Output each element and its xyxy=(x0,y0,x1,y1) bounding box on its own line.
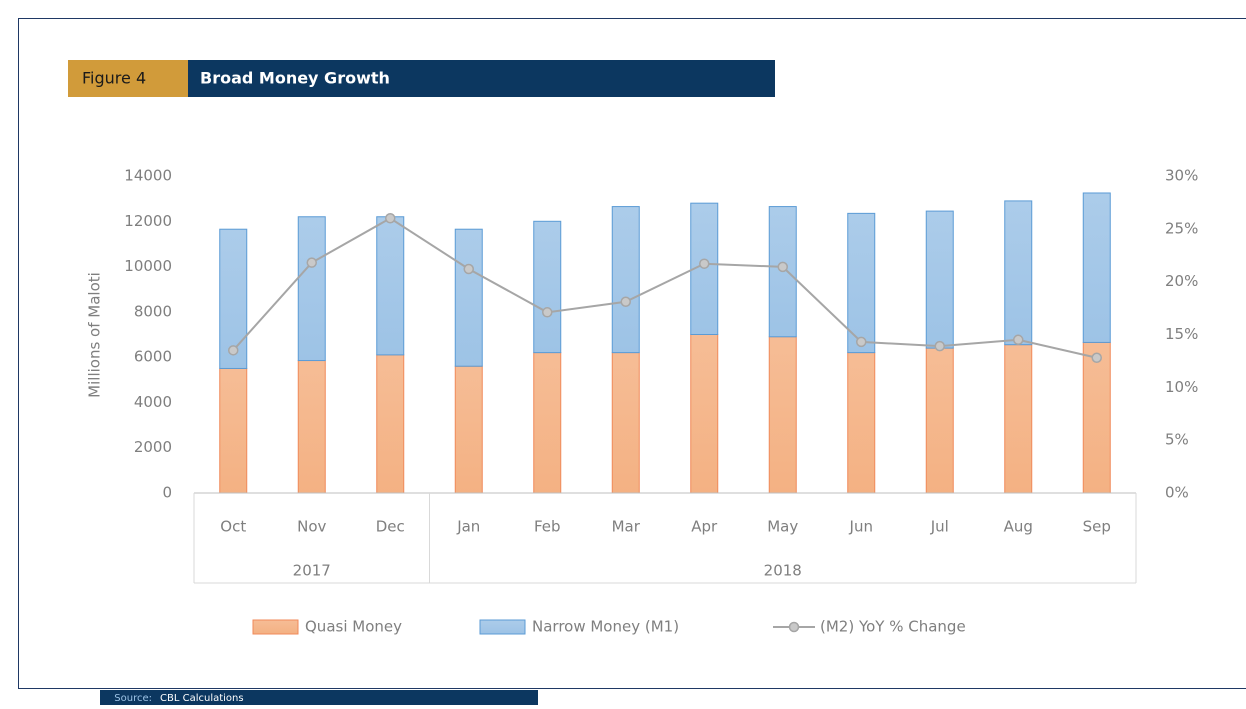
legend-label: Narrow Money (M1) xyxy=(532,618,679,636)
source-label: Source: xyxy=(114,693,152,704)
y2-tick-label: 15% xyxy=(1165,325,1198,343)
x-tick-label: Dec xyxy=(376,518,405,536)
x-tick-label: Feb xyxy=(534,518,561,536)
bar xyxy=(377,217,404,355)
line-marker xyxy=(543,308,552,317)
line-marker xyxy=(700,259,709,268)
legend-swatch xyxy=(253,620,298,634)
y2-tick-label: 30% xyxy=(1165,167,1198,185)
legend-label: (M2) YoY % Change xyxy=(820,618,966,636)
bar xyxy=(1005,201,1032,345)
bar xyxy=(1083,342,1110,493)
x-tick-label: Jan xyxy=(456,518,480,536)
x-tick-label: May xyxy=(767,518,798,536)
x-tick-label: Jul xyxy=(930,518,949,536)
bar xyxy=(848,353,875,493)
bar xyxy=(534,353,561,493)
line-marker xyxy=(229,346,238,355)
legend-swatch xyxy=(480,620,525,634)
bar xyxy=(926,211,953,348)
chart-title: Broad Money Growth xyxy=(200,69,390,88)
line-marker xyxy=(1014,335,1023,344)
y-tick-label: 12000 xyxy=(124,212,172,230)
y2-tick-label: 5% xyxy=(1165,431,1189,449)
bar xyxy=(769,337,796,493)
line-marker xyxy=(857,337,866,346)
bar xyxy=(455,229,482,366)
line-marker xyxy=(307,258,316,267)
y2-tick-label: 10% xyxy=(1165,378,1198,396)
bar xyxy=(612,207,639,353)
line-marker xyxy=(935,342,944,351)
bar xyxy=(612,353,639,493)
x-tick-label: Mar xyxy=(612,518,641,536)
y-tick-label: 0 xyxy=(162,484,172,502)
legend-label: Quasi Money xyxy=(305,618,402,636)
y2-tick-label: 0% xyxy=(1165,484,1189,502)
x-tick-label: Nov xyxy=(297,518,326,536)
bar xyxy=(455,366,482,493)
line-marker xyxy=(464,264,473,273)
bar xyxy=(377,355,404,493)
y-tick-label: 2000 xyxy=(134,438,172,456)
bar xyxy=(1083,193,1110,342)
y-tick-label: 8000 xyxy=(134,302,172,320)
line-marker xyxy=(386,214,395,223)
bar xyxy=(298,361,325,493)
y-axis-label: Millions of Maloti xyxy=(86,272,104,398)
x-tick-label: Oct xyxy=(220,518,246,536)
bar xyxy=(1005,345,1032,493)
group-label: 2018 xyxy=(764,562,802,580)
x-tick-label: Apr xyxy=(691,518,718,536)
source-text: CBL Calculations xyxy=(160,693,244,704)
bar xyxy=(691,335,718,494)
legend-marker xyxy=(790,623,799,632)
bar xyxy=(926,348,953,493)
line-marker xyxy=(1092,353,1101,362)
bar xyxy=(298,217,325,361)
figure-label: Figure 4 xyxy=(82,69,146,88)
x-tick-label: Jun xyxy=(849,518,873,536)
line-marker xyxy=(621,297,630,306)
y-tick-label: 14000 xyxy=(124,167,172,185)
y2-tick-label: 20% xyxy=(1165,272,1198,290)
bar xyxy=(220,368,247,493)
y-tick-label: 4000 xyxy=(134,393,172,411)
y-tick-label: 10000 xyxy=(124,257,172,275)
bar xyxy=(534,221,561,352)
line-marker xyxy=(778,262,787,271)
y-tick-label: 6000 xyxy=(134,348,172,366)
x-tick-label: Sep xyxy=(1083,518,1111,536)
y2-tick-label: 25% xyxy=(1165,219,1198,237)
x-tick-label: Aug xyxy=(1004,518,1033,536)
group-label: 2017 xyxy=(293,562,331,580)
